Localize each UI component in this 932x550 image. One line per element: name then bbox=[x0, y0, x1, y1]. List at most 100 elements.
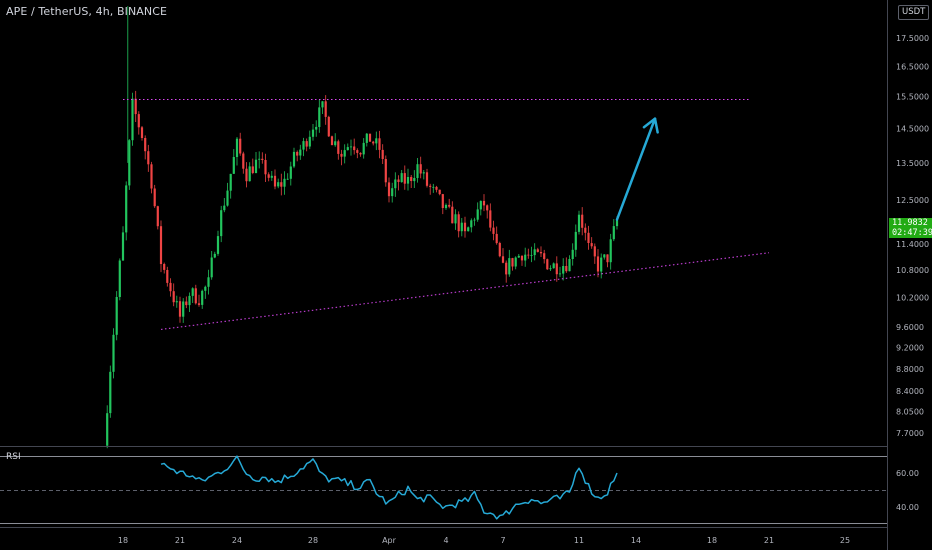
candle bbox=[242, 151, 245, 174]
price-tick-label: 12.5000 bbox=[896, 196, 929, 205]
candle bbox=[492, 220, 495, 241]
candle bbox=[121, 226, 125, 261]
candle bbox=[188, 292, 191, 312]
candle bbox=[169, 278, 172, 297]
candle bbox=[147, 144, 150, 172]
drawing-layer[interactable] bbox=[123, 99, 770, 330]
candle bbox=[555, 256, 558, 282]
candle bbox=[473, 217, 476, 226]
candle bbox=[109, 365, 112, 418]
candle bbox=[283, 171, 286, 195]
candle bbox=[562, 258, 565, 281]
candle bbox=[612, 219, 615, 242]
candle bbox=[397, 175, 400, 191]
candle bbox=[346, 143, 349, 151]
time-tick-label: 18 bbox=[118, 536, 128, 545]
price-tick-label: 14.5000 bbox=[896, 125, 929, 134]
rsi-tick-label: 60.00 bbox=[896, 469, 919, 478]
candle bbox=[311, 124, 315, 141]
arrow-drawing[interactable] bbox=[615, 117, 659, 221]
candle bbox=[106, 405, 109, 449]
time-tick-label: 25 bbox=[840, 536, 850, 545]
candle bbox=[552, 262, 555, 269]
candle bbox=[524, 247, 527, 267]
candle bbox=[378, 130, 381, 159]
candle bbox=[438, 189, 441, 196]
candle bbox=[235, 137, 239, 166]
candle bbox=[527, 248, 530, 259]
candle bbox=[419, 156, 422, 179]
candle bbox=[353, 138, 356, 155]
candle bbox=[581, 207, 584, 236]
candle bbox=[220, 205, 223, 243]
last-price-tag: 11.9832 02:47:39 bbox=[889, 218, 932, 238]
price-tick-label: 8.0500 bbox=[896, 408, 924, 417]
candle bbox=[587, 225, 590, 250]
candle bbox=[315, 120, 318, 137]
candle bbox=[365, 133, 368, 147]
candle bbox=[394, 172, 397, 197]
candle bbox=[182, 298, 185, 323]
candle bbox=[406, 168, 410, 191]
candle bbox=[565, 257, 568, 273]
price-tick-label: 9.6000 bbox=[896, 323, 924, 332]
candle bbox=[337, 139, 340, 160]
price-tick-label: 11.4000 bbox=[896, 240, 929, 249]
candle bbox=[223, 198, 226, 213]
time-tick-label: 28 bbox=[308, 536, 318, 545]
price-axis[interactable]: 17.5000 16.5000 15.5000 14.5000 13.5000 12.50… bbox=[896, 34, 929, 438]
candle bbox=[175, 295, 178, 308]
rsi-indicator-label[interactable]: RSI bbox=[6, 452, 21, 462]
candle bbox=[530, 246, 533, 263]
candle bbox=[596, 249, 600, 278]
candle bbox=[432, 183, 435, 193]
rsi-axis: 60.00 40.00 bbox=[896, 469, 919, 512]
candle bbox=[232, 149, 235, 174]
candle bbox=[571, 243, 574, 266]
candle bbox=[606, 254, 609, 268]
bar-countdown: 02:47:39 bbox=[892, 228, 932, 238]
candle bbox=[140, 126, 144, 141]
candle bbox=[210, 251, 213, 280]
candle bbox=[454, 209, 457, 230]
candle bbox=[251, 158, 254, 175]
candle bbox=[372, 140, 375, 146]
candle bbox=[375, 131, 378, 151]
symbol-title[interactable]: APE / TetherUS, 4h, BINANCE bbox=[6, 5, 168, 18]
candle bbox=[286, 173, 289, 180]
candle bbox=[166, 266, 169, 287]
candle bbox=[125, 181, 128, 241]
time-tick-label: Apr bbox=[382, 536, 397, 545]
candle bbox=[359, 152, 362, 157]
candle bbox=[137, 111, 140, 135]
candle bbox=[435, 185, 438, 193]
candle bbox=[159, 220, 163, 273]
candle bbox=[226, 182, 229, 207]
candle bbox=[340, 149, 343, 166]
candle bbox=[467, 226, 470, 232]
candle bbox=[400, 170, 403, 183]
candle bbox=[267, 172, 270, 182]
time-tick-label: 21 bbox=[175, 536, 185, 545]
time-axis[interactable]: 18 21 24 28 Apr 4 7 11 14 18 21 25 bbox=[118, 536, 850, 545]
last-price-value: 11.9832 bbox=[892, 218, 928, 228]
candle bbox=[330, 135, 334, 146]
candle bbox=[549, 265, 552, 271]
candle bbox=[299, 144, 302, 160]
candle bbox=[194, 284, 197, 305]
candle bbox=[296, 150, 299, 162]
time-tick-label: 11 bbox=[574, 536, 584, 545]
candle bbox=[482, 194, 486, 212]
currency-selector[interactable]: USDT bbox=[898, 5, 930, 20]
price-tick-label: 9.2000 bbox=[896, 343, 924, 352]
candle bbox=[451, 201, 454, 224]
candle bbox=[536, 247, 539, 253]
candle bbox=[239, 132, 242, 156]
candle bbox=[391, 182, 394, 203]
candle bbox=[362, 138, 365, 159]
candle bbox=[204, 285, 207, 299]
candle bbox=[277, 178, 280, 189]
candle bbox=[422, 170, 425, 180]
candle bbox=[115, 291, 118, 341]
